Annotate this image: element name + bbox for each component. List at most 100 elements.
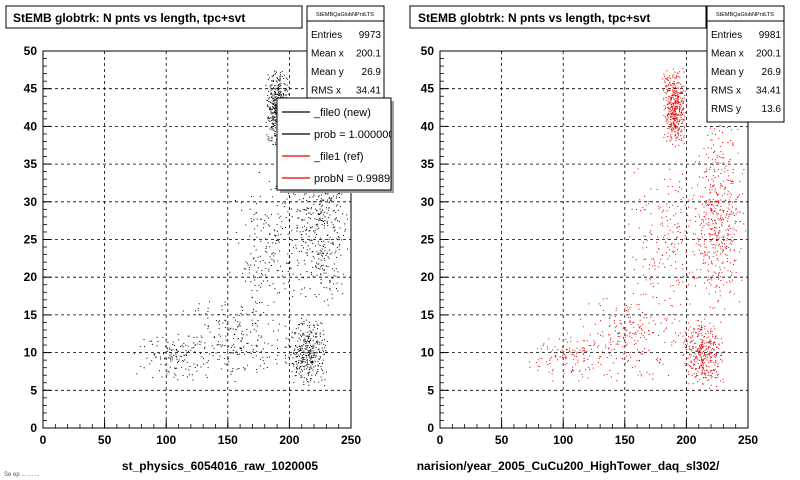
data-point — [704, 282, 705, 284]
right-y-tick-label: 25 — [421, 233, 435, 247]
data-point — [732, 172, 734, 174]
data-point — [305, 319, 307, 321]
data-point — [639, 315, 641, 317]
data-point — [679, 111, 680, 113]
data-point — [274, 110, 276, 112]
data-point — [671, 111, 673, 113]
data-point — [577, 359, 579, 361]
data-point — [322, 220, 324, 222]
data-point — [181, 366, 183, 368]
data-point — [248, 272, 250, 274]
data-point — [259, 365, 261, 367]
data-point — [731, 272, 733, 274]
data-point — [701, 339, 703, 341]
data-point — [663, 115, 665, 117]
data-point — [207, 328, 209, 330]
data-point — [242, 273, 244, 274]
data-point — [134, 352, 136, 354]
data-point — [198, 341, 200, 343]
data-point — [728, 224, 730, 226]
data-point — [316, 219, 318, 221]
data-point — [721, 251, 723, 253]
data-point — [172, 341, 174, 343]
data-point — [303, 241, 305, 242]
data-point — [321, 248, 323, 250]
data-point — [330, 198, 332, 200]
data-point — [671, 104, 673, 106]
data-point — [594, 323, 596, 325]
data-point — [673, 118, 675, 120]
data-point — [268, 98, 270, 100]
data-point — [594, 342, 596, 344]
data-point — [306, 207, 308, 209]
data-point — [280, 96, 282, 98]
data-point — [700, 356, 702, 358]
data-point — [701, 236, 703, 238]
data-point — [549, 359, 551, 361]
data-point — [612, 340, 614, 342]
data-point — [677, 87, 679, 89]
data-point — [289, 267, 291, 269]
data-point — [708, 168, 710, 170]
data-point — [674, 116, 676, 118]
data-point — [263, 362, 265, 364]
data-point — [712, 180, 714, 182]
data-point — [279, 86, 281, 87]
data-point — [654, 262, 656, 264]
data-point — [272, 123, 274, 125]
data-point — [692, 198, 694, 200]
data-point — [682, 118, 684, 120]
legend-label: _file0 (new) — [313, 107, 371, 119]
stats-value: 34.41 — [356, 86, 381, 97]
data-point — [253, 245, 255, 247]
data-point — [697, 184, 699, 186]
data-point — [255, 355, 257, 357]
data-point — [650, 188, 652, 190]
data-point — [175, 353, 177, 355]
data-point — [326, 222, 328, 224]
data-point — [664, 82, 666, 84]
data-point — [651, 224, 653, 226]
data-point — [672, 122, 674, 124]
data-point — [260, 218, 262, 220]
data-point — [543, 343, 545, 345]
data-point — [726, 239, 728, 241]
data-point — [287, 253, 289, 255]
data-point — [677, 96, 679, 97]
data-point — [645, 204, 647, 206]
data-point — [715, 192, 717, 194]
data-point — [701, 347, 702, 349]
data-point — [319, 350, 321, 352]
data-point — [308, 353, 310, 355]
data-point — [315, 208, 317, 210]
data-point — [139, 346, 141, 348]
data-point — [727, 270, 729, 272]
data-point — [180, 346, 182, 347]
data-point — [272, 81, 274, 82]
data-point — [729, 239, 731, 241]
data-point — [719, 358, 721, 360]
data-point — [679, 131, 681, 133]
data-point — [684, 204, 686, 206]
data-point — [321, 368, 323, 370]
data-point — [238, 315, 240, 317]
data-point — [705, 247, 707, 249]
data-point — [307, 361, 308, 363]
data-point — [667, 116, 669, 118]
data-point — [743, 169, 745, 170]
data-point — [241, 333, 242, 335]
data-point — [707, 341, 709, 343]
data-point — [261, 283, 262, 284]
data-point — [327, 256, 329, 258]
data-point — [274, 70, 276, 72]
data-point — [717, 363, 719, 365]
data-point — [711, 189, 713, 191]
data-point — [615, 330, 616, 332]
data-point — [609, 316, 611, 318]
data-point — [690, 360, 692, 362]
data-point — [304, 194, 306, 196]
data-point — [674, 124, 676, 126]
data-point — [706, 370, 708, 372]
data-point — [715, 161, 717, 163]
data-point — [336, 204, 338, 206]
